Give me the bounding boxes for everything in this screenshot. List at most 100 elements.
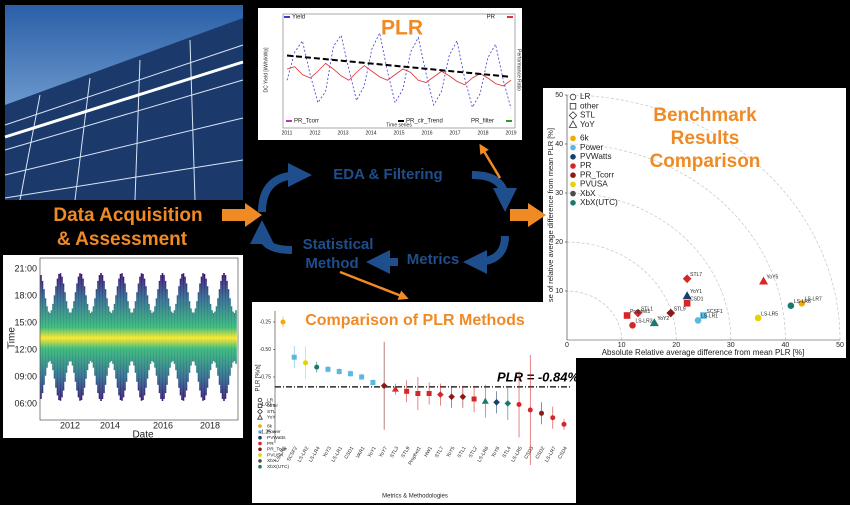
legend-label: LR — [580, 92, 591, 101]
legend-swatch — [570, 181, 576, 188]
point-label: YoY5 — [767, 275, 779, 281]
y-tick-label: 06:00 — [14, 398, 37, 408]
x-tick-label: 2018 — [200, 420, 220, 430]
y-tick-label: -1.25 — [260, 429, 272, 435]
legend-label: XbX(UTC) — [267, 464, 290, 470]
marker — [623, 312, 631, 319]
series-line — [286, 54, 512, 78]
marker — [391, 385, 399, 392]
annotation: PLR = -0.84%/a — [497, 369, 590, 384]
legend-label: Yield — [292, 15, 305, 21]
legend-swatch — [258, 447, 262, 452]
legend-label: PVWatts — [580, 152, 612, 161]
legend-label: PR — [580, 161, 591, 170]
legend-label: XbX(UTC) — [580, 198, 618, 207]
marker — [798, 299, 806, 307]
series-line — [286, 62, 512, 87]
x-tick-label: 20 — [672, 342, 680, 349]
point-label: LS-LR5 — [761, 311, 778, 317]
grid-arc — [566, 94, 841, 341]
marker — [504, 400, 512, 407]
x-axis-label: Metrics & Methodologies — [382, 494, 448, 500]
x-tick-label: 2018 — [477, 130, 488, 136]
y-tick-label: 50 — [555, 92, 563, 99]
panel-title: Results — [671, 128, 740, 149]
legend-swatch — [570, 200, 576, 206]
x-tick-label: 40 — [782, 342, 790, 349]
y-tick-label: 30 — [555, 190, 563, 197]
x-tick-label: 2013 — [337, 130, 348, 136]
marker — [257, 397, 263, 403]
marker — [568, 120, 578, 128]
x-axis-label: Date — [132, 430, 154, 441]
x-tick-label: YoY1 — [367, 445, 378, 458]
legend-swatch — [258, 430, 262, 434]
marker — [569, 103, 577, 110]
legend-swatch — [258, 441, 262, 446]
x-tick-label: STL9 — [400, 445, 411, 459]
x-tick-label: YoY5 — [445, 445, 456, 458]
x-tick-label: YoY6 — [490, 445, 501, 458]
y-tick-label: -1.00 — [260, 402, 272, 408]
panel-title: Comparison — [650, 151, 761, 172]
x-tick-label: 2014 — [100, 420, 120, 430]
flow-label: EDA & Filtering — [333, 166, 442, 183]
marker — [561, 421, 567, 427]
flow-label: Data Acquisition — [53, 205, 202, 226]
y-axis-label: PLR [%/a] — [256, 364, 262, 391]
x-tick-label: 2016 — [421, 130, 432, 136]
y-tick-label: 12:00 — [14, 344, 37, 354]
legend-label: PR_filter — [471, 119, 494, 125]
point-label: LS-LR3 — [636, 319, 653, 325]
flow-label: Metrics — [407, 251, 460, 268]
legend-label: other — [580, 101, 599, 110]
legend-label: PR_Tcorr — [294, 119, 319, 125]
marker — [448, 393, 455, 401]
point-label: STL9 — [674, 306, 686, 312]
marker — [516, 402, 522, 407]
marker — [493, 398, 500, 406]
legend-label: PR_Tcorr — [267, 447, 287, 453]
x-tick-label: STL4 — [502, 445, 513, 459]
marker — [700, 312, 707, 319]
y-axis-label: Time — [7, 327, 18, 349]
x-tick-label: 50 — [836, 342, 844, 349]
legend-swatch — [258, 424, 262, 428]
x-axis-label: Time series — [386, 122, 412, 128]
marker — [280, 319, 286, 325]
legend-label: STL — [267, 409, 276, 415]
point-label: YoY1 — [690, 289, 702, 295]
marker — [256, 414, 264, 420]
point-label: CSD1 — [690, 297, 704, 303]
marker — [633, 308, 643, 318]
x-tick-label: CSD1 — [343, 445, 355, 460]
marker — [754, 314, 762, 322]
heatmap-frame — [39, 257, 239, 421]
marker — [291, 354, 297, 360]
x-tick-label: 2016 — [153, 420, 173, 430]
y-tick-label: 10 — [555, 288, 563, 295]
marker — [459, 393, 467, 401]
x-tick-label: VAR1 — [355, 445, 367, 459]
panel-title: PLR — [381, 17, 423, 40]
x-tick-label: STL1 — [457, 445, 468, 459]
y-axis-label: se of relative average difference from m… — [546, 128, 555, 302]
marker — [683, 299, 691, 307]
legend-swatch — [570, 163, 576, 169]
marker — [415, 391, 421, 396]
marker — [471, 396, 477, 402]
legend-label: YoY — [580, 120, 595, 129]
legend-swatch — [570, 190, 576, 197]
marker — [347, 371, 353, 377]
marker — [694, 317, 702, 324]
x-tick-label: YoY7 — [378, 445, 389, 458]
marker — [682, 274, 692, 284]
legend-label: 6k — [580, 134, 590, 143]
legend-swatch — [258, 459, 262, 463]
x-tick-label: STL3 — [389, 445, 400, 459]
legend-swatch — [570, 154, 576, 160]
legend-label: other — [267, 403, 278, 409]
x-tick-label: HW1 — [423, 445, 434, 458]
legend-label: PR_Tcorr — [580, 170, 614, 179]
grid-arc — [566, 290, 622, 341]
